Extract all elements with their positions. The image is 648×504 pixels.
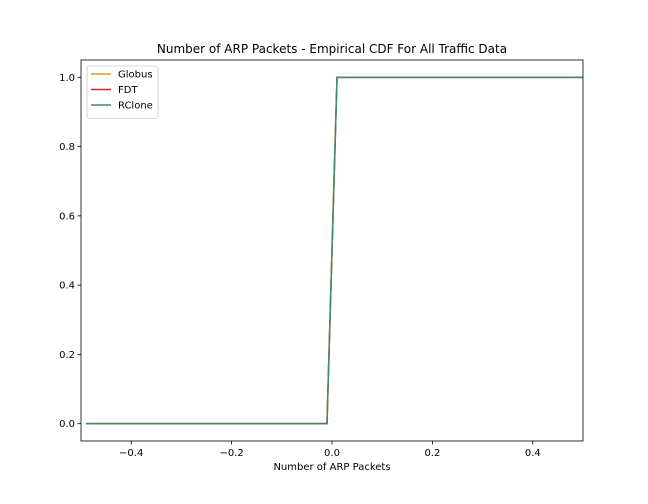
y-tick-label: 0.6 xyxy=(59,211,75,222)
y-tick-label: 0.0 xyxy=(59,419,75,430)
x-tick-label: 0.2 xyxy=(424,448,440,459)
y-tick-label: 0.2 xyxy=(59,350,75,361)
y-tick-label: 0.8 xyxy=(59,142,75,153)
x-tick-label: −0.4 xyxy=(119,448,143,459)
legend: Globus FDT RClone xyxy=(86,65,159,119)
series-line-rclone xyxy=(86,76,583,425)
series-line-fdt xyxy=(86,76,583,425)
legend-label: FDT xyxy=(118,85,138,96)
y-tick-label: 1.0 xyxy=(59,73,75,84)
chart-title: Number of ARP Packets - Empirical CDF Fo… xyxy=(157,42,507,56)
x-tick-label: −0.2 xyxy=(219,448,243,459)
x-tick-label: 0.0 xyxy=(324,448,340,459)
series-line-globus xyxy=(86,76,583,425)
legend-label: Globus xyxy=(118,70,153,81)
plot-area: −0.4 −0.2 0.0 0.2 0.4 0.0 0.2 0.4 0.6 0.8 1.0 xyxy=(59,59,584,459)
x-axis-label: Number of ARP Packets xyxy=(273,462,390,473)
y-tick-label: 0.4 xyxy=(59,281,75,292)
legend-label: RClone xyxy=(118,101,153,112)
x-tick-label: 0.4 xyxy=(525,448,541,459)
